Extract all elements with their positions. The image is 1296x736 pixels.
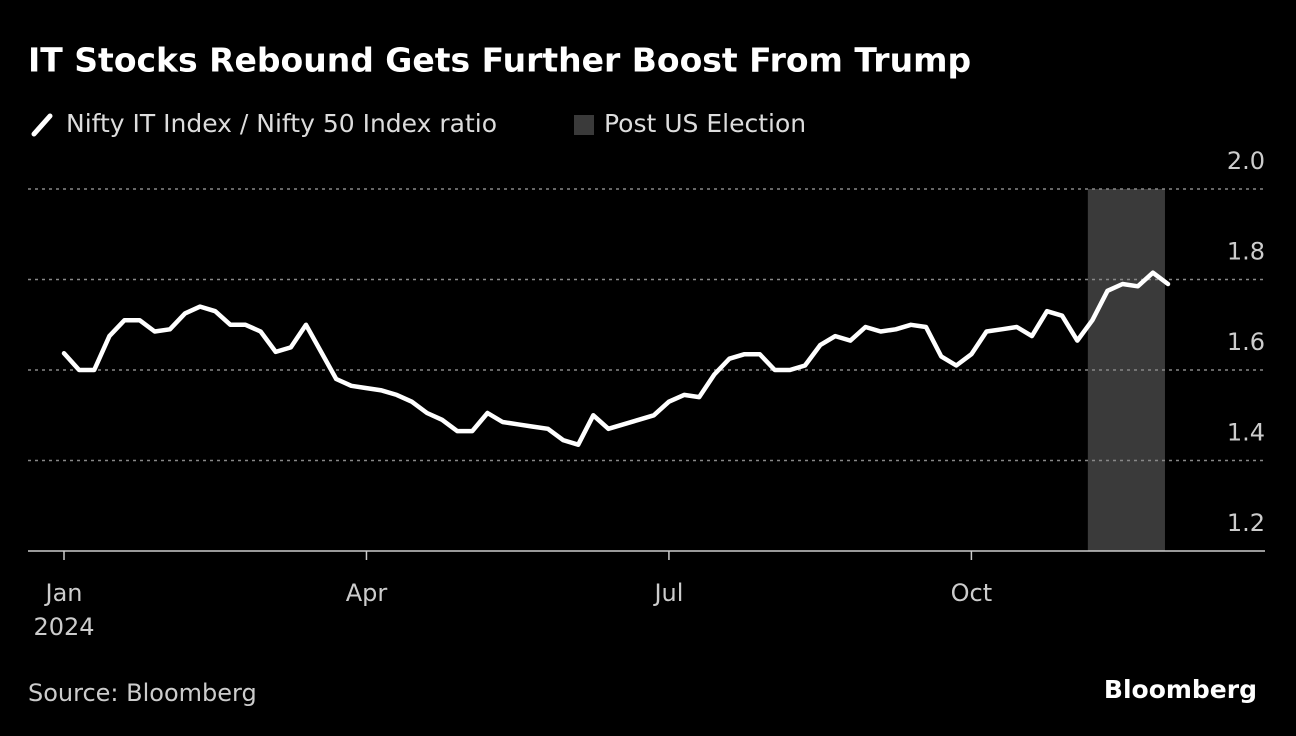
x-tick-label: Jan xyxy=(44,579,83,607)
legend-swatch xyxy=(574,115,594,135)
legend-label: Nifty IT Index / Nifty 50 Index ratio xyxy=(66,109,497,138)
brand: Bloomberg xyxy=(1104,675,1257,704)
y-tick-label: 1.4 xyxy=(1227,419,1265,447)
chart-title: IT Stocks Rebound Gets Further Boost Fro… xyxy=(28,41,971,80)
data-line xyxy=(61,270,1171,447)
y-tick-label: 1.8 xyxy=(1227,238,1265,266)
y-tick-label: 2.0 xyxy=(1227,147,1265,175)
x-year-label: 2024 xyxy=(33,613,94,641)
x-tick-label: Apr xyxy=(346,579,388,607)
source: Source: Bloomberg xyxy=(28,679,257,707)
legend-line-icon xyxy=(31,113,53,137)
legend-label: Post US Election xyxy=(604,109,806,138)
y-tick-label: 1.6 xyxy=(1227,328,1265,356)
x-tick-label: Oct xyxy=(951,579,993,607)
y-tick-label: 1.2 xyxy=(1227,509,1265,537)
x-tick-label: Jul xyxy=(652,579,683,607)
